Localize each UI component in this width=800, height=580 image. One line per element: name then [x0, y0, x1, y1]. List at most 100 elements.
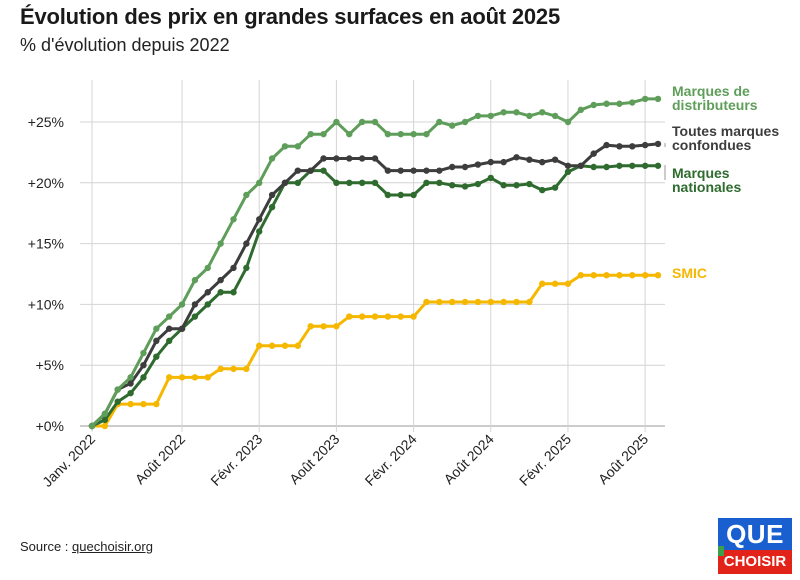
data-point-nationales: [268, 203, 276, 211]
data-point-nationales: [436, 179, 443, 186]
series-line-confondues: [90, 142, 660, 428]
data-point-confondues: [346, 155, 353, 162]
data-point-confondues: [564, 162, 572, 169]
data-point-confondues: [448, 163, 456, 171]
data-point-nationales: [654, 162, 662, 169]
data-point-confondues: [513, 154, 520, 161]
data-point-distributeurs: [114, 386, 121, 393]
data-point-confondues: [191, 301, 199, 308]
data-point-smic: [178, 374, 186, 381]
series-label-line: Marques: [672, 165, 730, 181]
y-tick-label: +0%: [36, 418, 64, 434]
series-label-confondues: Toutes marques confondues: [672, 123, 779, 153]
x-tick-label: Févr. 2024: [362, 431, 420, 489]
data-point-distributeurs: [294, 143, 302, 150]
data-point-distributeurs: [153, 325, 160, 332]
data-point-smic: [307, 323, 314, 330]
data-point-nationales: [217, 289, 224, 296]
data-point-nationales: [294, 179, 302, 186]
data-point-smic: [333, 323, 340, 330]
data-point-nationales: [487, 174, 494, 182]
data-point-confondues: [358, 155, 366, 162]
data-point-distributeurs: [423, 130, 430, 138]
series-line-nationales: [90, 164, 660, 428]
data-point-nationales: [474, 180, 482, 188]
series-label-nationales: Marques nationales: [672, 165, 741, 195]
data-point-smic: [191, 374, 199, 381]
que-choisir-logo[interactable]: QUE CHOISIR: [718, 518, 792, 574]
data-point-nationales: [539, 186, 546, 194]
data-point-nationales: [526, 180, 533, 188]
data-point-smic: [629, 272, 636, 279]
data-point-distributeurs: [165, 313, 173, 320]
data-point-distributeurs: [500, 109, 507, 116]
data-point-smic: [603, 272, 610, 279]
data-point-confondues: [178, 325, 186, 332]
data-point-distributeurs: [333, 118, 340, 126]
data-point-distributeurs: [487, 112, 494, 120]
y-tick-label: +15%: [28, 236, 64, 252]
data-point-smic: [217, 365, 224, 373]
data-point-nationales: [397, 191, 404, 199]
data-point-confondues: [294, 167, 302, 174]
data-point-nationales: [384, 191, 392, 199]
data-point-smic: [423, 298, 430, 306]
data-point-nationales: [603, 163, 610, 171]
data-point-distributeurs: [358, 118, 366, 126]
data-point-confondues: [333, 155, 340, 162]
data-point-confondues: [590, 150, 597, 157]
data-point-confondues: [629, 143, 636, 150]
series-label-smic: SMIC: [672, 265, 707, 281]
data-point-smic: [577, 272, 585, 279]
data-point-confondues: [243, 240, 250, 247]
data-point-confondues: [217, 276, 224, 284]
data-point-nationales: [191, 313, 199, 320]
data-point-confondues: [397, 167, 404, 174]
data-point-distributeurs: [410, 130, 417, 138]
data-point-confondues: [526, 156, 533, 163]
data-point-distributeurs: [474, 112, 482, 120]
data-point-distributeurs: [654, 95, 662, 103]
data-point-smic: [243, 365, 250, 373]
data-point-smic: [564, 280, 572, 287]
data-point-nationales: [500, 182, 507, 189]
data-point-nationales: [513, 182, 520, 189]
data-point-distributeurs: [526, 112, 533, 120]
data-point-distributeurs: [603, 100, 610, 107]
data-point-nationales: [165, 337, 173, 345]
data-point-smic: [654, 272, 662, 279]
data-point-distributeurs: [191, 276, 199, 284]
data-point-nationales: [564, 168, 572, 176]
data-point-confondues: [127, 380, 134, 387]
y-tick-label: +20%: [28, 175, 64, 191]
series-label-line: distributeurs: [672, 97, 758, 113]
x-tick-label: Août 2024: [440, 431, 497, 488]
chart-subtitle: % d'évolution depuis 2022: [20, 35, 230, 55]
data-point-distributeurs: [577, 106, 585, 114]
data-point-confondues: [500, 158, 507, 166]
data-point-smic: [294, 342, 302, 349]
data-point-smic: [461, 298, 469, 306]
data-point-confondues: [461, 163, 469, 171]
source-link[interactable]: quechoisir.org: [72, 539, 153, 554]
data-point-nationales: [204, 301, 211, 308]
data-point-distributeurs: [616, 100, 623, 107]
logo-bottom: CHOISIR: [718, 550, 792, 574]
data-point-confondues: [616, 143, 623, 150]
y-tick-label: +5%: [36, 357, 64, 373]
data-point-confondues: [474, 161, 482, 168]
data-point-nationales: [153, 353, 160, 360]
data-point-smic: [127, 400, 134, 408]
data-point-distributeurs: [641, 95, 649, 103]
data-point-confondues: [371, 155, 379, 162]
data-point-confondues: [165, 325, 173, 332]
data-point-smic: [500, 298, 507, 306]
series-label-distributeurs: Marques de distributeurs: [672, 83, 758, 113]
data-point-smic: [384, 313, 392, 320]
data-point-confondues: [153, 337, 160, 345]
data-point-smic: [641, 272, 649, 279]
data-point-smic: [204, 374, 211, 381]
data-point-distributeurs: [230, 216, 237, 223]
source-note: Source : quechoisir.org: [20, 539, 153, 554]
y-tick-label: +25%: [28, 114, 64, 130]
